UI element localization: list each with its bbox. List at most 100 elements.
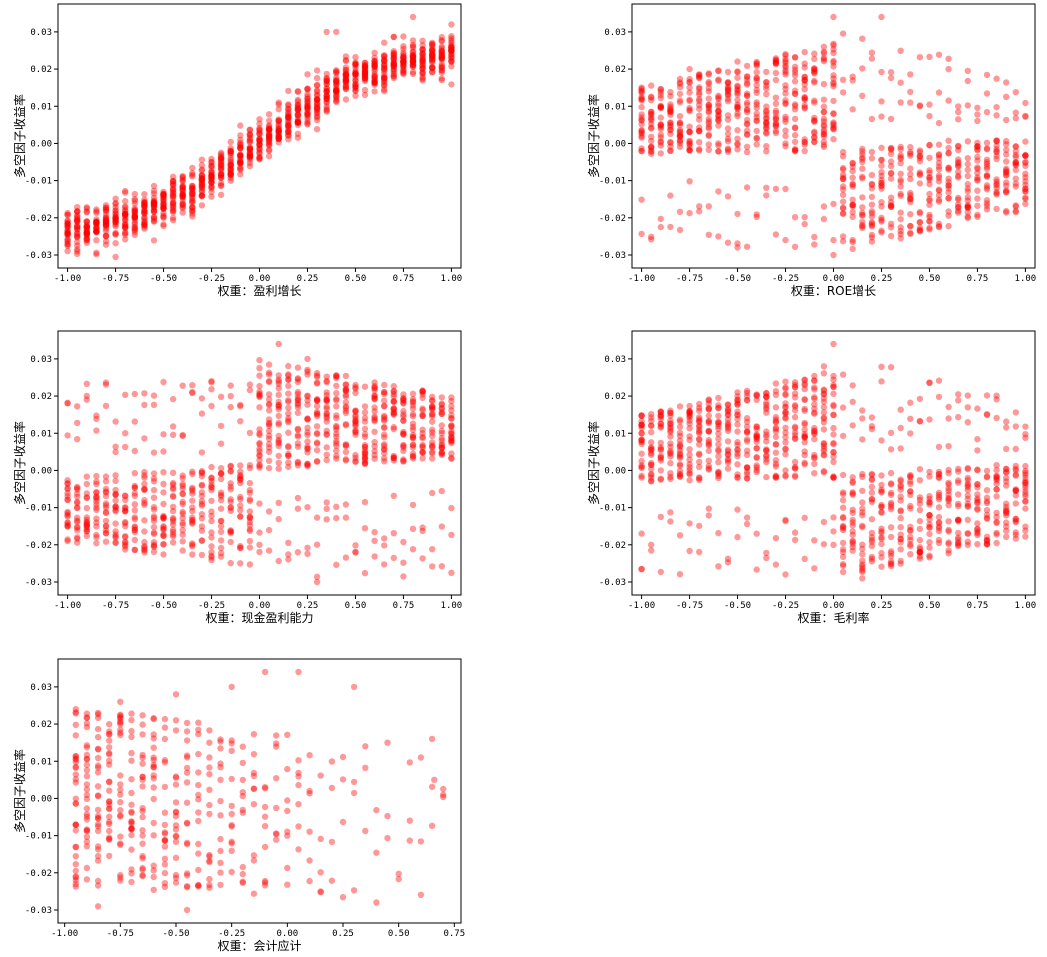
data-point [74,213,81,220]
data-point [333,452,340,460]
data-point [74,204,81,211]
data-point [112,418,119,425]
data-point [811,409,818,416]
data-point [150,504,158,511]
data-point [734,101,741,108]
data-point [734,83,741,90]
data-point [239,743,246,750]
data-point [955,468,962,475]
data-point [313,91,321,99]
data-point [313,87,321,94]
data-point [772,441,780,448]
data-point [390,390,397,398]
data-point [676,441,684,448]
data-point [839,174,847,181]
data-point [705,418,712,425]
data-point [428,822,436,829]
x-tick: 1.00 [441,268,462,284]
data-point [878,144,885,151]
data-point [419,527,426,535]
data-point [284,731,291,738]
data-point [313,408,321,416]
data-point [400,67,407,74]
data-point [179,472,186,479]
data-point [169,200,177,207]
data-point [139,853,146,860]
data-point [371,81,378,89]
data-point [256,431,263,439]
data-point [381,57,388,64]
data-point [256,149,263,157]
y-tick: -0.03 [599,578,632,588]
data-point [983,184,991,191]
data-point [657,420,664,427]
y-axis-label: 多空因子收益率 [12,421,27,505]
data-point [409,48,417,56]
data-point [801,377,808,384]
data-point [657,408,664,415]
data-point [868,555,876,563]
data-point [696,105,703,113]
data-point [839,546,847,553]
data-point [160,531,167,538]
data-point [859,224,866,232]
data-point [328,877,336,884]
data-point [1022,493,1029,500]
data-point [265,138,273,146]
data-point [285,452,292,460]
data-point [448,434,455,442]
data-point [128,820,135,827]
data-point [256,393,263,401]
data-point [112,520,119,527]
data-point [438,55,445,62]
data-point [189,516,196,524]
data-point [122,504,129,512]
data-point [150,486,158,494]
y-tick-label: 0.02 [604,65,626,75]
data-point [830,411,837,419]
data-point [734,438,741,446]
data-point [830,72,837,79]
data-point [724,411,732,418]
data-point [743,81,751,88]
data-point [400,399,407,406]
data-point [83,223,91,231]
data-point [993,181,1000,189]
data-point [160,480,167,488]
data-point [246,146,254,153]
data-point [208,512,215,520]
data-point [198,166,206,173]
data-point [830,474,837,481]
data-point [859,158,866,166]
data-point [916,171,924,179]
data-point [83,813,91,820]
data-point [179,510,186,517]
data-point [1012,166,1019,174]
data-point [381,389,388,396]
data-point [183,841,191,848]
data-point [93,228,100,235]
data-point [150,218,158,225]
data-point [887,469,895,477]
data-point [342,84,350,91]
data-point [907,478,914,485]
data-point [227,169,234,176]
data-point [878,179,885,187]
data-point [993,137,1000,144]
data-point [859,175,866,182]
data-point [273,804,280,812]
data-point [935,519,943,526]
data-point [1012,445,1019,453]
data-point [381,450,388,457]
data-point [237,152,244,159]
data-point [117,726,124,733]
data-point [935,468,943,476]
data-point [106,801,113,808]
data-point [72,867,80,875]
data-point [217,171,225,178]
data-point [1022,479,1029,487]
data-point [715,470,722,477]
data-point [83,805,91,812]
data-point [172,808,180,815]
data-point [179,519,186,526]
